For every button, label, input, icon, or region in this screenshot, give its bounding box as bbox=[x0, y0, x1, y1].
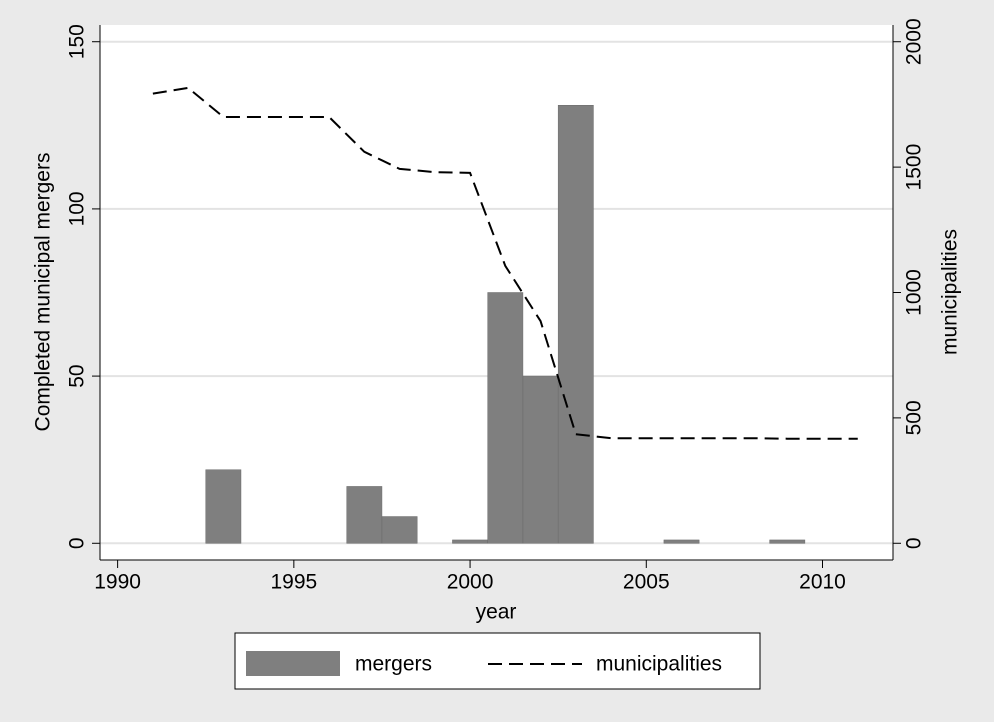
bar bbox=[205, 469, 242, 544]
bar bbox=[769, 539, 806, 544]
y-tick-label: 150 bbox=[66, 24, 89, 59]
bar bbox=[522, 375, 559, 544]
bar bbox=[557, 105, 594, 544]
y2-tick-label: 1500 bbox=[903, 144, 926, 191]
bar bbox=[381, 516, 418, 544]
bar bbox=[346, 486, 383, 544]
bar bbox=[487, 292, 524, 544]
y2-tick-label: 1000 bbox=[903, 269, 926, 316]
x-tick-label: 1990 bbox=[94, 571, 141, 594]
y2-axis-title: municipalities bbox=[939, 229, 962, 355]
y2-tick-label: 0 bbox=[903, 537, 926, 549]
legend bbox=[234, 632, 761, 690]
legend-label: mergers bbox=[355, 653, 432, 676]
x-axis-title: year bbox=[476, 601, 517, 624]
x-tick-label: 2000 bbox=[447, 571, 494, 594]
line bbox=[152, 86, 858, 440]
y-tick-label: 100 bbox=[66, 191, 89, 226]
y-tick-label: 50 bbox=[66, 364, 89, 387]
y2-tick-label: 500 bbox=[903, 400, 926, 435]
x-tick-label: 2010 bbox=[799, 571, 846, 594]
y-tick-label: 0 bbox=[66, 537, 89, 549]
x-tick-label: 1995 bbox=[270, 571, 317, 594]
bar bbox=[663, 539, 700, 544]
y-axis-title: Completed municipal mergers bbox=[32, 153, 55, 432]
x-tick-label: 2005 bbox=[623, 571, 670, 594]
bar bbox=[452, 539, 488, 544]
legend-swatch bbox=[246, 651, 340, 676]
legend-label: municipalities bbox=[596, 653, 722, 676]
y2-tick-label: 2000 bbox=[903, 18, 926, 65]
